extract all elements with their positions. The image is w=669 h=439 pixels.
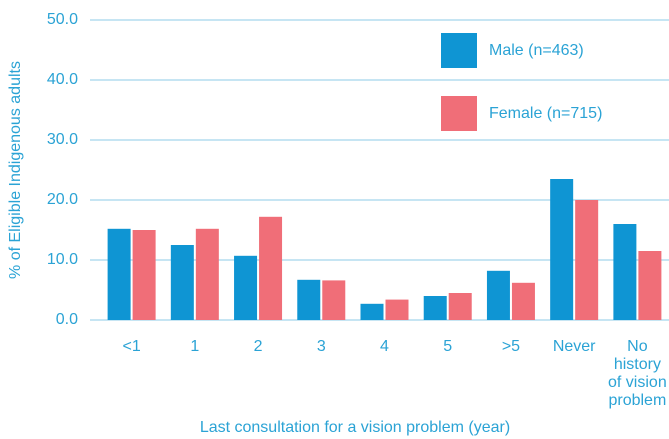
x-tick-label: 3 — [316, 338, 326, 355]
bar — [448, 293, 472, 320]
bar — [511, 282, 535, 320]
bar — [195, 228, 219, 320]
bar — [132, 230, 156, 320]
y-tick-label: 20.0 — [47, 191, 78, 208]
y-tick-label: 40.0 — [47, 71, 78, 88]
bar — [575, 200, 599, 320]
bar — [107, 228, 131, 320]
bar — [297, 279, 321, 320]
bar — [259, 216, 283, 320]
legend-swatch — [441, 33, 477, 68]
legend-swatch — [441, 96, 477, 131]
y-tick-label: 50.0 — [47, 11, 78, 28]
bar — [423, 296, 447, 320]
bar — [613, 224, 637, 320]
bar — [638, 251, 662, 320]
x-tick-label: <1 — [122, 338, 141, 355]
bar — [360, 303, 384, 320]
bar — [234, 255, 258, 320]
y-tick-label: 10.0 — [47, 251, 78, 268]
bar — [550, 179, 574, 320]
y-axis-label: % of Eligible Indigenous adults — [7, 61, 24, 279]
bar — [170, 245, 194, 320]
x-tick-label: 1 — [190, 338, 200, 355]
bar — [322, 280, 346, 320]
x-tick-label: No history of vision problem — [608, 338, 667, 409]
legend-label: Male (n=463) — [489, 42, 584, 59]
x-tick-label: 5 — [443, 338, 453, 355]
x-axis-label: Last consultation for a vision problem (… — [200, 419, 510, 436]
x-tick-label: 2 — [253, 338, 263, 355]
x-tick-label: >5 — [501, 338, 521, 355]
x-tick-label: Never — [552, 338, 596, 355]
bar — [486, 270, 510, 320]
bar — [385, 299, 409, 320]
y-tick-label: 30.0 — [47, 131, 78, 148]
y-tick-label: 0.0 — [56, 311, 78, 328]
legend-label: Female (n=715) — [489, 105, 602, 122]
x-tick-label: 4 — [380, 338, 389, 355]
